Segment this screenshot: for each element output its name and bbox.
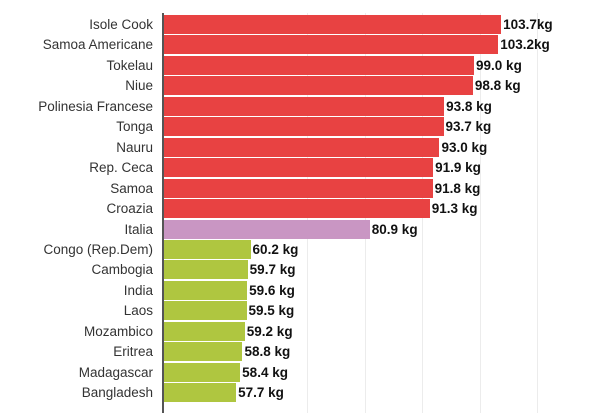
category-label: India [123,282,153,298]
bar-row: Italia 80.9 kg [0,219,600,239]
bar [164,158,434,178]
y-axis-line [162,13,164,413]
value-label: 80.9 kg [371,221,418,237]
category-label: Samoa Americane [42,37,153,53]
value-label: 60.2 kg [252,241,299,257]
value-label: 59.2 kg [246,323,293,339]
category-label: Congo (Rep.Dem) [43,241,153,257]
value-label: 91.8 kg [434,180,481,196]
bar-row: Isole Cook 103.7kg [0,15,600,34]
bar [164,178,433,198]
bar-row: Samoa 91.8 kg [0,178,600,198]
bar [164,321,245,341]
bar [164,76,473,96]
value-label: 57.7 kg [238,385,284,401]
bar-chart: Isole Cook 103.7kg Samoa Americane 103.2kg T… [0,13,600,413]
bar-row: Eritrea 58.8 kg [0,342,600,362]
value-label: 93.8 kg [446,98,492,114]
category-label: Laos [123,303,153,319]
bar [164,362,241,382]
category-label: Niue [125,78,153,94]
category-label: Samoa [110,180,153,196]
bar-row: Madagascar 58.4 kg [0,362,600,382]
category-label: Polinesia Francese [38,98,153,114]
value-label: 98.8 kg [474,78,521,94]
bar-row: Polinesia Francese 93.8 kg [0,96,600,116]
bar [164,301,247,321]
bar-row: Mozambico 59.2 kg [0,321,600,341]
value-label: 59.7 kg [249,262,296,278]
bar [164,55,475,75]
bar-row: Nauru 93.0 kg [0,137,600,157]
bar-row: Niue 98.8 kg [0,76,600,96]
bar [164,137,440,157]
value-label: 93.0 kg [441,139,488,155]
bar [164,35,499,55]
bar [164,280,248,300]
gridline [480,13,481,413]
value-label: 93.7 kg [445,119,492,135]
value-label: 59.5 kg [248,303,295,319]
category-label: Rep. Ceca [89,160,153,176]
value-label: 91.3 kg [431,201,478,217]
category-label: Italia [124,221,153,237]
bar-row: Laos 59.5 kg [0,301,600,321]
bar [164,117,444,137]
bar [164,260,248,280]
bar-row: Congo (Rep.Dem) 60.2 kg [0,239,600,259]
bar [164,15,502,34]
category-label: Eritrea [113,344,153,360]
category-label: Isole Cook [89,17,153,32]
bar [164,96,445,116]
value-label: 99.0 kg [476,57,522,73]
category-label: Cambogia [91,262,153,278]
bar [164,383,237,403]
category-label: Tokelau [106,57,153,73]
bar [164,342,243,362]
category-label: Bangladesh [81,385,153,401]
value-label: 91.9 kg [435,160,481,176]
value-label: 58.4 kg [242,364,288,380]
category-label: Madagascar [78,364,153,380]
bar [164,219,370,239]
category-label: Tonga [116,119,153,135]
bar-row: India 59.6 kg [0,280,600,300]
value-label: 103.2kg [500,37,550,53]
bar-row: Rep. Ceca 91.9 kg [0,158,600,178]
bar-row: Croazia 91.3 kg [0,199,600,219]
value-label: 59.6 kg [249,282,295,298]
bar-row: Samoa Americane 103.2kg [0,35,600,55]
value-label: 58.8 kg [244,344,291,360]
value-label: 103.7kg [503,17,553,32]
category-label: Croazia [106,201,153,217]
bar-row: Cambogia 59.7 kg [0,260,600,280]
bar-row: Tonga 93.7 kg [0,117,600,137]
bar-row: Tokelau 99.0 kg [0,55,600,75]
bar-row: Bangladesh 57.7 kg [0,383,600,403]
bar [164,239,251,259]
bar [164,199,430,219]
category-label: Nauru [116,139,153,155]
category-label: Mozambico [83,323,153,339]
gridline [537,13,538,413]
